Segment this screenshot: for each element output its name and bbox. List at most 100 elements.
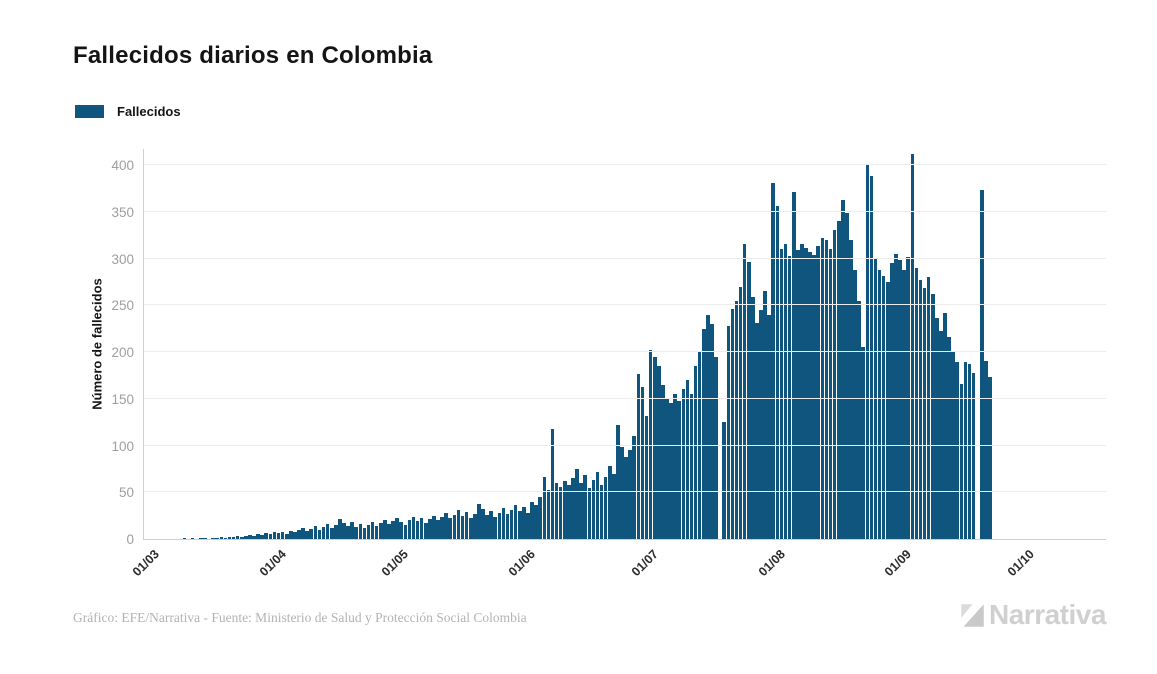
bar (370, 522, 375, 539)
bar (714, 356, 718, 539)
bar (779, 249, 784, 539)
bar (926, 277, 931, 539)
bar (657, 366, 661, 539)
y-tick-label: 400 (111, 158, 134, 173)
bar (603, 477, 608, 539)
bar (951, 352, 955, 539)
bar (959, 383, 964, 539)
bar (669, 403, 673, 539)
gridline-y-300 (144, 257, 1106, 259)
bar (967, 364, 972, 539)
bar (203, 538, 207, 539)
bar (689, 394, 694, 539)
legend-label: Fallecidos (117, 104, 181, 119)
bar (583, 475, 587, 539)
bar (522, 507, 526, 539)
bar (268, 534, 273, 539)
bar (755, 323, 759, 539)
bar (346, 525, 350, 539)
bar (763, 291, 767, 539)
bar (808, 251, 812, 539)
bar (742, 243, 747, 539)
bar (391, 521, 395, 539)
bar (362, 527, 367, 539)
bar (456, 510, 461, 539)
gridline-y-50 (144, 491, 1106, 493)
gridline-y-200 (144, 351, 1106, 352)
bar (497, 512, 502, 539)
bar (706, 314, 710, 539)
bar (881, 276, 886, 539)
x-tick-label-01-03: 01/03 (129, 547, 162, 580)
gridline-y-400 (144, 164, 1106, 165)
bar (877, 269, 882, 539)
bar (726, 325, 731, 539)
bar (988, 377, 992, 539)
bar (256, 534, 260, 539)
bar (902, 269, 906, 539)
legend: Fallecidos (75, 104, 181, 119)
bar (526, 512, 530, 539)
bar (587, 487, 592, 539)
bar (440, 516, 444, 539)
bar (558, 486, 563, 539)
bar (215, 538, 219, 539)
bar (681, 389, 686, 539)
bar (816, 246, 821, 539)
bar (595, 471, 600, 539)
bar (832, 230, 837, 539)
bar (599, 484, 604, 539)
bar (407, 520, 412, 539)
bar (554, 482, 559, 539)
bar (730, 309, 735, 539)
gridline-y-250 (144, 304, 1106, 306)
bar (272, 532, 277, 539)
bar-series (150, 149, 1050, 539)
bar (812, 254, 816, 539)
y-tick-label: 200 (111, 345, 134, 360)
bar (828, 249, 833, 539)
bar (890, 263, 894, 539)
bar (640, 386, 645, 539)
bar (791, 192, 796, 539)
bar (199, 538, 203, 539)
narrativa-n-icon (961, 603, 984, 627)
bar (947, 337, 951, 539)
bar (914, 267, 919, 539)
bar (697, 352, 702, 539)
bar (280, 531, 285, 539)
bar (759, 309, 763, 539)
bar (219, 537, 224, 539)
bar (309, 528, 314, 539)
bar (333, 524, 338, 539)
bar (211, 538, 215, 539)
bar (252, 536, 256, 539)
bar (943, 312, 947, 539)
y-tick-label: 50 (118, 485, 134, 501)
bar (411, 516, 416, 539)
bar (861, 347, 866, 539)
bar (276, 533, 281, 539)
bar (338, 519, 342, 539)
bar (922, 288, 927, 539)
bar (538, 496, 543, 539)
bar (873, 258, 878, 539)
bar (428, 519, 432, 539)
bar (644, 415, 649, 539)
bar (501, 508, 506, 539)
source-attribution: Gráfico: EFE/Narrativa - Fuente: Ministe… (73, 610, 527, 625)
bar (182, 538, 187, 539)
bar (517, 510, 522, 539)
bar (562, 481, 567, 539)
bar (767, 314, 771, 539)
bar (885, 281, 890, 539)
bar (857, 300, 861, 539)
x-tick-label-01-10: 01/10 (1004, 547, 1037, 580)
bar (444, 512, 448, 539)
gridline-y-100 (144, 444, 1106, 446)
gridline-y-350 (144, 210, 1106, 212)
bar (665, 398, 669, 539)
narrativa-logo-text: Narrativa (989, 599, 1106, 630)
bar (836, 221, 841, 539)
legend-swatch-icon (75, 105, 104, 118)
